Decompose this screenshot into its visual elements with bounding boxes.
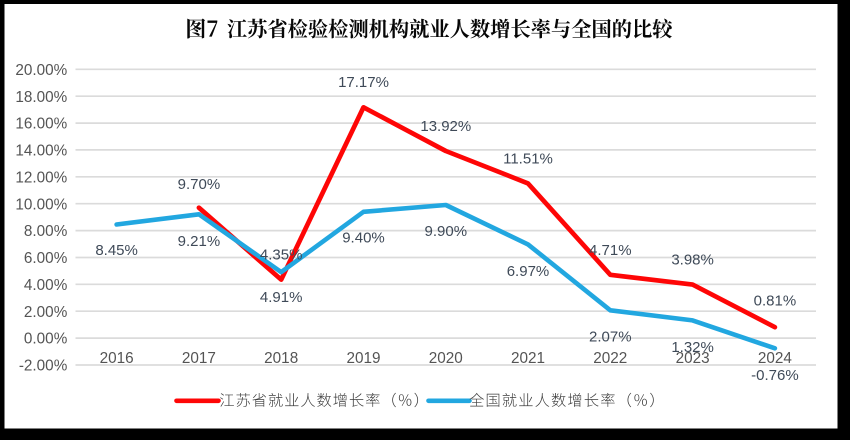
svg-text:2.07%: 2.07%: [589, 329, 632, 346]
svg-text:9.40%: 9.40%: [342, 230, 385, 247]
svg-text:4.71%: 4.71%: [589, 242, 632, 259]
svg-text:2022: 2022: [593, 350, 627, 367]
svg-text:14.00%: 14.00%: [15, 143, 67, 160]
svg-text:2018: 2018: [264, 350, 298, 367]
svg-text:11.51%: 11.51%: [503, 151, 553, 168]
svg-text:1.32%: 1.32%: [671, 339, 714, 356]
svg-text:2023: 2023: [676, 350, 710, 367]
svg-text:0.00%: 0.00%: [24, 331, 68, 348]
svg-text:4.00%: 4.00%: [24, 277, 68, 294]
svg-text:3.98%: 3.98%: [671, 251, 714, 268]
svg-text:16.00%: 16.00%: [15, 116, 67, 133]
svg-text:17.17%: 17.17%: [338, 74, 389, 91]
svg-text:2021: 2021: [511, 350, 545, 367]
svg-text:0.81%: 0.81%: [754, 292, 797, 309]
svg-text:8.00%: 8.00%: [24, 223, 68, 240]
svg-text:9.21%: 9.21%: [178, 233, 221, 250]
svg-text:4.91%: 4.91%: [260, 289, 303, 306]
svg-text:6.00%: 6.00%: [24, 250, 68, 267]
svg-text:4.35%: 4.35%: [260, 246, 303, 263]
svg-text:10.00%: 10.00%: [15, 196, 67, 213]
svg-text:9.70%: 9.70%: [178, 176, 221, 193]
svg-text:13.92%: 13.92%: [420, 118, 471, 135]
svg-text:6.97%: 6.97%: [507, 263, 550, 280]
svg-text:-2.00%: -2.00%: [19, 358, 68, 375]
svg-text:9.90%: 9.90%: [425, 223, 468, 240]
svg-text:20.00%: 20.00%: [15, 62, 67, 79]
svg-text:18.00%: 18.00%: [15, 89, 67, 106]
svg-text:2017: 2017: [182, 350, 216, 367]
svg-text:-0.76%: -0.76%: [751, 367, 799, 384]
svg-text:2024: 2024: [758, 350, 793, 367]
svg-text:2020: 2020: [429, 350, 463, 367]
svg-text:12.00%: 12.00%: [15, 169, 67, 186]
svg-text:2.00%: 2.00%: [24, 304, 68, 321]
svg-text:2019: 2019: [346, 350, 380, 367]
svg-text:2016: 2016: [100, 350, 134, 367]
svg-text:8.45%: 8.45%: [95, 242, 138, 259]
